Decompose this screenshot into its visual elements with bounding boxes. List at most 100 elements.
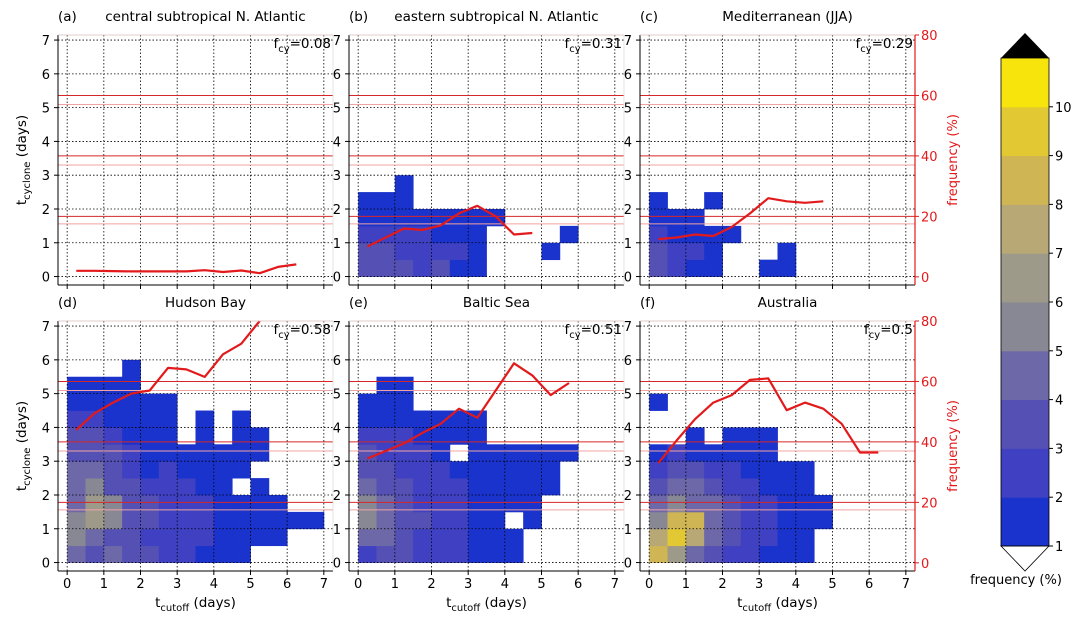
heatmap-cell xyxy=(431,494,451,513)
heatmap-cell xyxy=(140,545,160,563)
heatmap-cell xyxy=(394,444,414,462)
fcy-annotation: fcy=0.31 xyxy=(564,36,622,55)
heatmap-cell xyxy=(67,461,86,479)
fcy-annotation: fcy=0.58 xyxy=(273,322,331,341)
heatmap-cell xyxy=(667,444,687,462)
y-tick-label: 0 xyxy=(624,271,632,286)
heatmap-cell xyxy=(358,511,377,530)
y-tick-label: 7 xyxy=(624,34,632,49)
frequency-line xyxy=(366,362,570,460)
heatmap-cell xyxy=(685,478,705,496)
heatmap-cell xyxy=(195,444,215,462)
heatmap-cell xyxy=(122,393,141,411)
heatmap-cell xyxy=(667,511,687,530)
heatmap-cell xyxy=(394,494,414,513)
heatmap-cell xyxy=(431,545,451,563)
heatmap-cell xyxy=(759,444,778,462)
heatmap-cell xyxy=(759,528,778,547)
heatmap-cell xyxy=(158,393,178,411)
heatmap-cell xyxy=(122,461,141,479)
heatmap-cell xyxy=(685,545,705,563)
heatmap-cell xyxy=(413,259,432,277)
heatmap-cell xyxy=(468,208,487,227)
panel-title: Australia xyxy=(758,295,818,311)
colorbar-extend-min xyxy=(1000,545,1050,572)
heatmap-cell xyxy=(103,461,123,479)
heatmap-cell xyxy=(685,208,705,227)
y-tick-label: 5 xyxy=(42,388,50,403)
heatmap-cell xyxy=(103,545,123,563)
y-tick-label: 6 xyxy=(624,68,632,83)
heatmap-cell xyxy=(468,427,487,445)
heatmap-cell xyxy=(685,444,705,462)
heatmap-cell xyxy=(195,545,215,563)
heatmap-cell xyxy=(67,393,86,411)
y-tick-label: 4 xyxy=(624,421,632,436)
y-tick-label: 5 xyxy=(333,388,341,403)
heatmap-cell xyxy=(67,545,86,563)
y-tick-label: 0 xyxy=(42,271,50,286)
heatmap-cell xyxy=(523,461,542,479)
y-tick-label: 0 xyxy=(42,557,50,572)
heatmap-cell xyxy=(376,528,396,547)
colorbar-tick-label: 5 xyxy=(1055,345,1063,360)
heatmap-cell xyxy=(376,478,396,496)
heatmap-cell xyxy=(722,511,742,530)
heatmap-cell xyxy=(250,528,270,547)
x-axis-label: tcutoff (days) xyxy=(155,595,236,614)
heatmap-cell xyxy=(85,461,105,479)
x-tick-label: 7 xyxy=(320,577,328,592)
panel-label: (c) xyxy=(640,9,658,25)
heatmap-cell xyxy=(722,427,742,445)
heatmap-cell xyxy=(649,393,668,411)
heatmap-cell xyxy=(122,359,141,378)
y-tick-label: 5 xyxy=(624,102,632,117)
heatmap-cell xyxy=(667,545,687,563)
heatmap-cell xyxy=(704,461,723,479)
heatmap-cell xyxy=(523,478,542,496)
x-tick-label: 6 xyxy=(865,577,873,592)
heatmap-cell xyxy=(413,528,432,547)
x-tick-label: 1 xyxy=(100,577,108,592)
heatmap-cell xyxy=(85,494,105,513)
y-tick-label: 1 xyxy=(624,237,632,252)
x-tick-label: 5 xyxy=(246,577,254,592)
heatmap-cell xyxy=(814,511,833,530)
colorbar-tick-label: 8 xyxy=(1055,198,1063,213)
heatmap-cell xyxy=(232,511,251,530)
heatmap-cell xyxy=(394,175,414,193)
heatmap-cell xyxy=(376,192,396,210)
heatmap-cell xyxy=(413,494,432,513)
x-axis-label: tcutoff (days) xyxy=(446,595,527,614)
y-tick-label: 7 xyxy=(624,320,632,335)
heatmap-cell xyxy=(667,528,687,547)
heatmap-cell xyxy=(541,478,561,496)
x-tick-label: 5 xyxy=(828,577,836,592)
heatmap-cell xyxy=(449,545,469,563)
colorbar: 1 2 3 4 5 6 7 8 9 10 frequency (%) xyxy=(970,33,1072,588)
heatmap-cell xyxy=(213,511,233,530)
heatmap-cell xyxy=(704,478,723,496)
heatmap-cell xyxy=(468,511,487,530)
heatmap-cell xyxy=(85,511,105,530)
heatmap-cell xyxy=(685,242,705,261)
heatmap-cell xyxy=(431,444,451,462)
heatmap-cell xyxy=(722,478,742,496)
panel-2: 0 1 2 3 4 5 6 7 (b) eastern subtropical N. Atlant… xyxy=(333,9,625,289)
heatmap-cell xyxy=(103,494,123,513)
heatmap-cell xyxy=(358,478,377,496)
heatmap-cell xyxy=(394,192,414,210)
heatmap-cell xyxy=(413,444,432,462)
heatmap-cell xyxy=(486,478,506,496)
heatmap-cell xyxy=(358,242,377,261)
heatmap-cell xyxy=(195,461,215,479)
heatmap-cell xyxy=(541,461,561,479)
heatmap-cell xyxy=(376,511,396,530)
heatmap-cell xyxy=(685,259,705,277)
heatmap-cell xyxy=(667,208,687,227)
heatmap-cell xyxy=(468,494,487,513)
heatmap-cell xyxy=(523,511,542,530)
colorbar-tick-label: 1 xyxy=(1055,540,1063,555)
heatmap-cell xyxy=(376,208,396,227)
